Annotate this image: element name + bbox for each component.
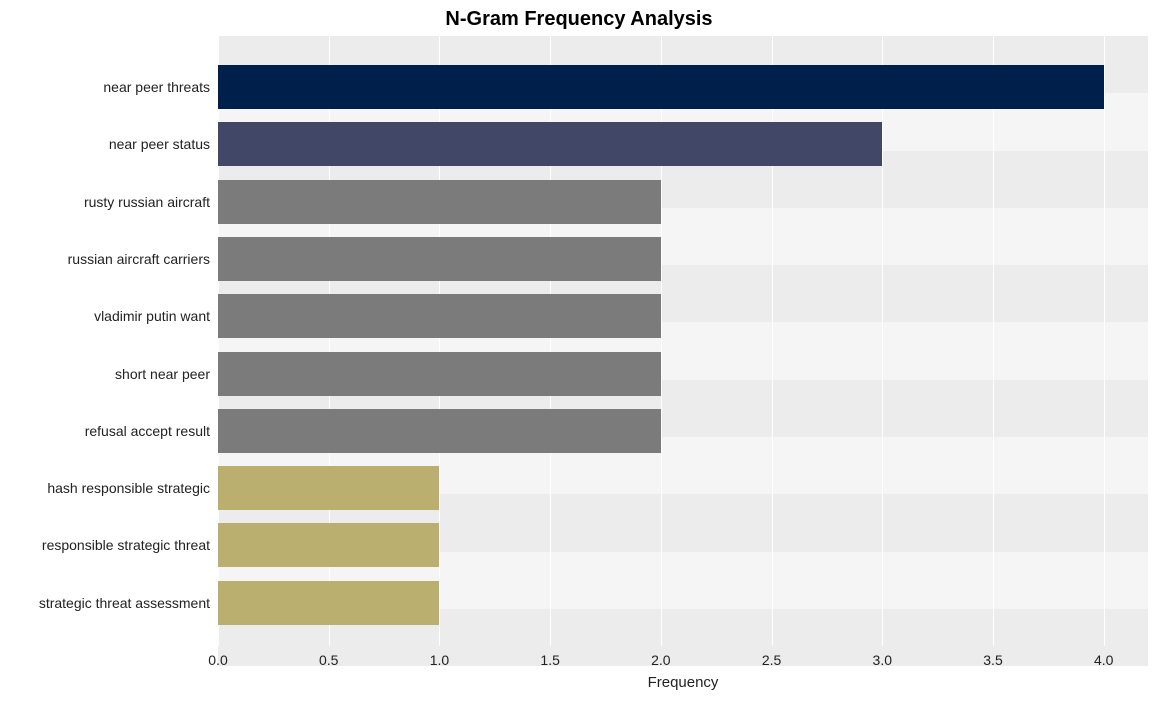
bar bbox=[218, 409, 661, 453]
x-tick-label: 3.5 bbox=[983, 652, 1002, 668]
x-tick-label: 4.0 bbox=[1094, 652, 1113, 668]
x-tick-label: 1.5 bbox=[540, 652, 559, 668]
plot-area bbox=[218, 36, 1148, 646]
x-tick-label: 2.5 bbox=[762, 652, 781, 668]
y-tick-label: rusty russian aircraft bbox=[10, 194, 210, 210]
x-tick-label: 2.0 bbox=[651, 652, 670, 668]
bar bbox=[218, 122, 882, 166]
x-tick-label: 1.0 bbox=[430, 652, 449, 668]
y-tick-label: near peer status bbox=[10, 136, 210, 152]
y-tick-label: russian aircraft carriers bbox=[10, 251, 210, 267]
chart-title: N-Gram Frequency Analysis bbox=[0, 8, 1158, 31]
bar bbox=[218, 466, 439, 510]
bar bbox=[218, 294, 661, 338]
bar bbox=[218, 523, 439, 567]
y-tick-label: responsible strategic threat bbox=[10, 537, 210, 553]
chart-container: N-Gram Frequency Analysis Frequency near… bbox=[0, 0, 1158, 701]
y-tick-label: vladimir putin want bbox=[10, 308, 210, 324]
bar bbox=[218, 237, 661, 281]
x-tick-label: 0.0 bbox=[208, 652, 227, 668]
y-tick-label: strategic threat assessment bbox=[10, 595, 210, 611]
gridline bbox=[993, 36, 994, 646]
y-tick-label: near peer threats bbox=[10, 79, 210, 95]
bar bbox=[218, 65, 1104, 109]
gridline bbox=[882, 36, 883, 646]
bar bbox=[218, 581, 439, 625]
x-tick-label: 0.5 bbox=[319, 652, 338, 668]
y-tick-label: short near peer bbox=[10, 366, 210, 382]
bar bbox=[218, 352, 661, 396]
y-tick-label: hash responsible strategic bbox=[10, 480, 210, 496]
bar bbox=[218, 180, 661, 224]
x-tick-label: 3.0 bbox=[873, 652, 892, 668]
y-tick-label: refusal accept result bbox=[10, 423, 210, 439]
gridline bbox=[1104, 36, 1105, 646]
x-axis-title: Frequency bbox=[218, 674, 1148, 691]
